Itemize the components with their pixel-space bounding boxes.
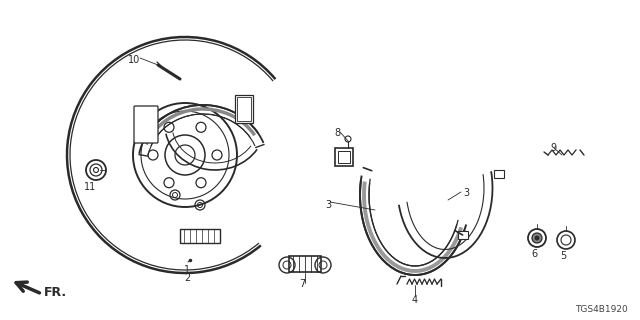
Bar bbox=[494, 170, 504, 178]
Bar bbox=[335, 148, 353, 166]
Circle shape bbox=[535, 236, 539, 240]
Text: FR.: FR. bbox=[44, 285, 67, 299]
Bar bbox=[180, 229, 220, 243]
Text: 4: 4 bbox=[412, 295, 418, 305]
FancyBboxPatch shape bbox=[134, 106, 158, 143]
Text: 2: 2 bbox=[184, 273, 190, 283]
Circle shape bbox=[532, 233, 542, 243]
Text: 11: 11 bbox=[84, 182, 96, 192]
Text: 9: 9 bbox=[550, 143, 556, 153]
Text: 10: 10 bbox=[128, 55, 140, 65]
Text: 7: 7 bbox=[299, 279, 305, 289]
Text: 8: 8 bbox=[334, 128, 340, 138]
Text: 5: 5 bbox=[560, 251, 566, 261]
Bar bbox=[458, 231, 468, 239]
Text: 1: 1 bbox=[184, 265, 190, 275]
Text: 3: 3 bbox=[325, 200, 331, 210]
Text: 3: 3 bbox=[463, 188, 469, 198]
Text: TGS4B1920: TGS4B1920 bbox=[575, 305, 628, 314]
Bar bbox=[338, 151, 350, 163]
Text: 6: 6 bbox=[531, 249, 537, 259]
Bar bbox=[235, 95, 253, 123]
Bar bbox=[237, 97, 251, 121]
Bar bbox=[289, 256, 321, 272]
